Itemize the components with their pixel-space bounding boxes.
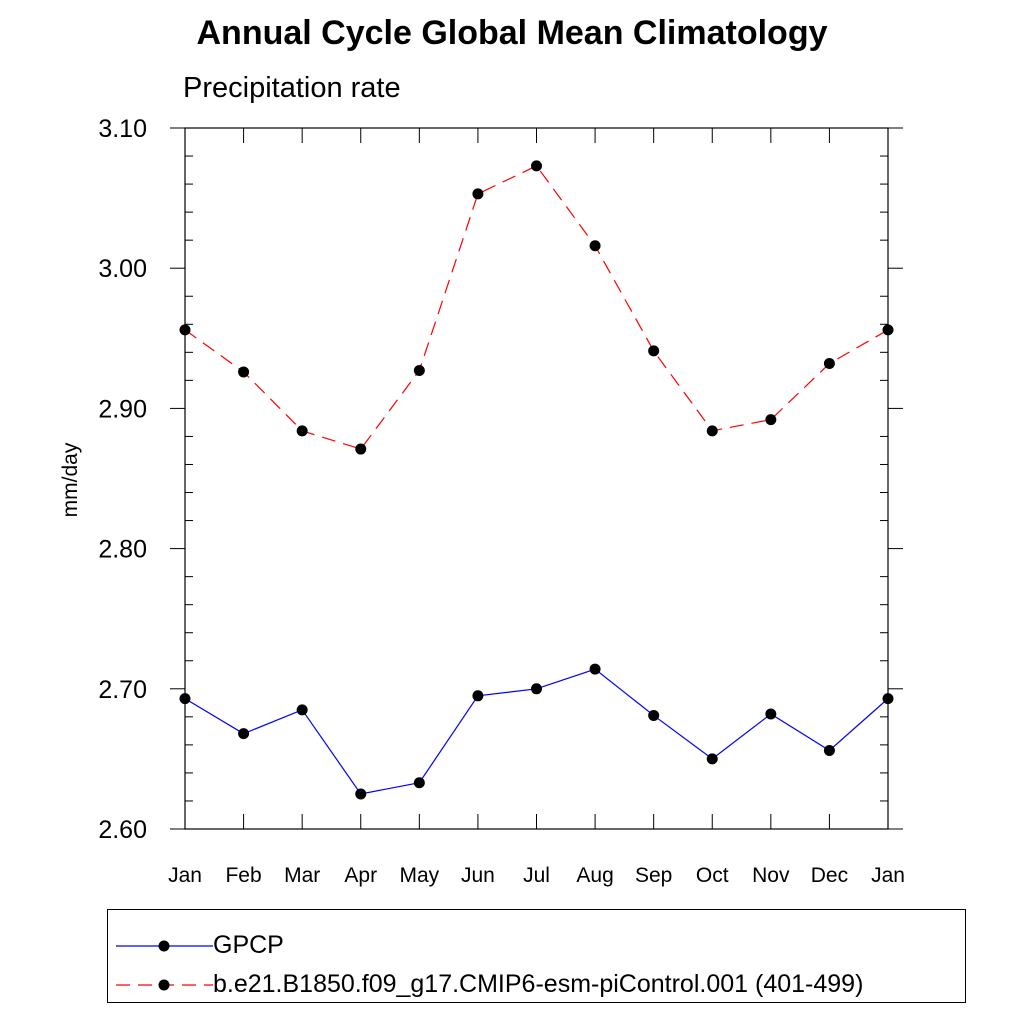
chart-title: Annual Cycle Global Mean Climatology	[196, 14, 828, 52]
data-point-series-1	[413, 365, 425, 377]
x-tick-label: Jul	[523, 864, 550, 887]
y-tick-label: 3.00	[98, 255, 147, 283]
x-tick-label: Sep	[635, 864, 672, 887]
data-point-series-1	[179, 324, 191, 336]
x-tick-label: Apr	[344, 864, 377, 887]
data-point-series-1	[531, 160, 542, 172]
data-point-series-1	[296, 425, 308, 437]
legend-item-gpcp: GPCP	[108, 922, 965, 962]
data-point-series-0	[531, 683, 542, 695]
data-point-series-0	[472, 690, 484, 702]
data-point-series-1	[823, 358, 835, 370]
data-point-series-0	[823, 744, 835, 756]
data-point-series-0	[238, 728, 250, 740]
legend-swatch-model	[116, 979, 213, 991]
x-tick-label: Jun	[461, 864, 495, 887]
data-point-series-1	[589, 240, 601, 252]
data-point-series-1	[355, 443, 367, 455]
data-point-series-0	[355, 788, 367, 800]
data-point-series-1	[706, 425, 718, 437]
data-point-series-1	[765, 414, 777, 426]
legend-label-model: b.e21.B1850.f09_g17.CMIP6-esm-piControl.…	[213, 970, 864, 998]
x-tick-label: Nov	[752, 864, 790, 887]
x-tick-label: Jan	[871, 864, 905, 887]
data-point-series-0	[765, 708, 777, 720]
data-point-series-0	[589, 663, 601, 675]
y-tick-label: 2.70	[98, 676, 147, 704]
y-tick-label: 2.60	[98, 816, 147, 844]
legend: GPCP b.e21.B1850.f09_g17.CMIP6-esm-piCon…	[107, 909, 966, 1003]
y-axis-label: mm/day	[59, 442, 82, 517]
data-point-series-0	[296, 704, 308, 716]
legend-item-model: b.e21.B1850.f09_g17.CMIP6-esm-piControl.…	[108, 961, 965, 1001]
y-tick-label: 2.90	[98, 395, 147, 423]
data-point-series-1	[882, 324, 894, 336]
x-tick-label: May	[399, 864, 439, 887]
data-point-series-0	[413, 777, 425, 789]
data-point-series-0	[882, 693, 894, 705]
legend-swatch-gpcp	[116, 940, 213, 952]
plot-frame	[184, 127, 889, 830]
x-tick-label: Dec	[811, 864, 848, 887]
x-tick-label: Feb	[225, 864, 261, 887]
chart-subtitle: Precipitation rate	[183, 72, 401, 104]
data-point-series-0	[179, 693, 191, 705]
series-line-1	[184, 165, 889, 450]
data-point-series-1	[238, 366, 250, 378]
y-tick-label: 2.80	[98, 536, 147, 564]
data-point-series-1	[472, 188, 484, 200]
data-point-series-0	[706, 753, 718, 765]
x-tick-label: Aug	[576, 864, 613, 887]
x-tick-label: Jan	[168, 864, 202, 887]
x-tick-label: Oct	[696, 864, 729, 887]
data-point-series-1	[648, 345, 660, 357]
y-tick-label: 3.10	[98, 115, 147, 143]
x-tick-label: Mar	[284, 864, 320, 887]
legend-label-gpcp: GPCP	[213, 931, 284, 959]
data-point-series-0	[648, 709, 660, 721]
